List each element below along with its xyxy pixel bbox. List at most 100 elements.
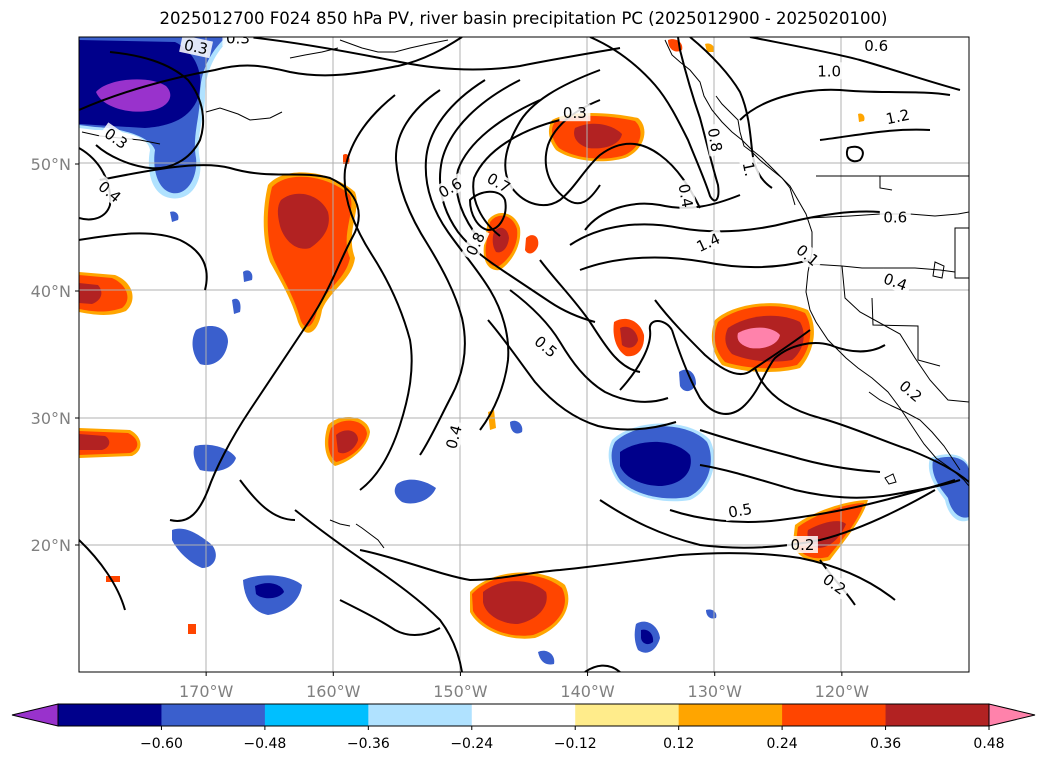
precip-blob-west-dateline	[79, 272, 133, 315]
contour-label-text: 1.	[739, 160, 760, 178]
coastlines	[81, 39, 969, 549]
contour-label-background	[441, 419, 466, 455]
colorbar-bin	[58, 704, 162, 726]
pv-contour-label: 0.6	[879, 208, 911, 226]
precip-blob-subtropical-negative	[608, 423, 715, 502]
colorbar-bin	[575, 704, 680, 726]
pv-contour-label: 0.4	[441, 419, 466, 455]
contour-label-background	[674, 178, 698, 213]
lat-tick-label: 30°N	[31, 409, 71, 428]
contour-label-background	[92, 175, 128, 209]
pv-contour-labels: 0.3 0.3 0.61.01.20.30.40.30.80.41.0.6 0.70.…	[92, 29, 929, 600]
lon-tick-label: 160°W	[306, 682, 361, 701]
map-frame	[78, 36, 970, 673]
precip-blob-gulf-alaska	[548, 113, 645, 162]
colorbar-bin	[264, 704, 369, 726]
colorbar-tick-label: 0.48	[973, 736, 1004, 752]
pv-contour-label: 1.2	[880, 104, 915, 129]
colorbar-outline	[57, 703, 990, 727]
colorbar-bin	[885, 704, 990, 726]
lat-tick-label: 40°N	[31, 282, 71, 301]
pv-contour-label: 0.6	[860, 37, 892, 55]
lat-tick-label: 20°N	[31, 536, 71, 555]
pv-contour-label: 0.3	[179, 36, 214, 59]
colorbar-extend-high	[988, 703, 1036, 727]
colorbar-bin	[678, 704, 783, 726]
pv-contour-label: 0.2	[786, 536, 818, 554]
latitude-tick-labels: 50°N 40°N 30°N 20°N	[31, 155, 79, 555]
colorbar-tick-label: −0.60	[140, 736, 183, 752]
precip-blob-aleutian-negative	[79, 37, 232, 199]
pv-contour-label: 0.4	[674, 178, 698, 213]
precip-blob-mexico-negative	[928, 454, 969, 522]
lon-tick-label: 140°W	[560, 682, 615, 701]
pv-contour-label: 0.3	[559, 104, 591, 122]
colorbar-bin	[161, 704, 266, 726]
contour-label-text: 0.6	[883, 208, 907, 226]
contour-label-background	[738, 156, 761, 182]
contour-label-background	[723, 499, 757, 522]
contour-label-background	[786, 536, 818, 553]
contour-label-background	[879, 208, 911, 226]
pv-contour-label: 0.5	[723, 499, 757, 522]
pv-contours	[79, 37, 969, 672]
lat-tick-label: 50°N	[31, 155, 71, 174]
map-plot-area: 0.3 0.3 0.61.01.20.30.40.30.80.41.0.6 0.70.…	[79, 29, 969, 672]
colorbar-bin	[782, 704, 887, 726]
contour-label-text: 0.3	[226, 29, 250, 47]
colorbar-tick-label: 0.12	[663, 736, 694, 752]
contour-label-text: 0.8	[704, 127, 726, 154]
contour-label-background	[559, 104, 591, 122]
contour-label-background	[98, 122, 134, 155]
contour-label-text: 1.0	[817, 62, 841, 80]
plot-background	[79, 37, 969, 672]
contour-label-background	[690, 228, 726, 257]
precip-small-patches	[79, 39, 865, 665]
lon-tick-label: 130°W	[688, 682, 743, 701]
lon-tick-label: 170°W	[179, 682, 234, 701]
contour-label-text: 0.4	[675, 182, 697, 209]
contour-label-text: 0.5	[727, 500, 754, 522]
contour-label-background	[816, 568, 853, 600]
contour-label-text: 0.2	[791, 536, 815, 554]
colorbar-bin	[368, 704, 473, 726]
pv-contour-label: 0.3	[222, 29, 254, 47]
contour-label-background	[528, 330, 564, 363]
contour-label-background	[432, 172, 468, 203]
contour-label-background	[877, 268, 913, 295]
contour-label-text: 0.4	[442, 423, 466, 451]
colorbar-tick-label: −0.36	[347, 736, 390, 752]
gridlines	[79, 37, 969, 672]
contour-label-background	[704, 123, 727, 157]
contour-label-text: 0.3	[563, 104, 587, 122]
colorbar-bin	[471, 704, 576, 726]
colorbar-tick-label: −0.12	[554, 736, 597, 752]
lon-tick-label: 120°W	[815, 682, 870, 701]
colorbar-tick-label: 0.24	[767, 736, 798, 752]
longitude-tick-labels: 170°W 160°W 150°W 140°W 130°W 120°W	[179, 672, 869, 701]
contour-label-background	[460, 226, 490, 262]
contour-label-background	[813, 62, 845, 80]
contour-label-background	[222, 37, 254, 47]
pv-contour-label: 1.0	[813, 62, 845, 80]
precip-blob-california	[613, 303, 814, 372]
pv-contour-label: 1.	[738, 156, 761, 182]
colorbar-tick-label: −0.48	[243, 736, 286, 752]
colorbar-tick-label: −0.24	[450, 736, 493, 752]
lon-tick-label: 150°W	[433, 682, 488, 701]
contour-label-background	[179, 37, 214, 59]
contour-label-background	[880, 104, 915, 129]
contour-label-background	[893, 374, 929, 408]
map-title: 2025012700 F024 850 hPa PV, river basin …	[159, 9, 888, 28]
colorbar: −0.60 −0.48 −0.36 −0.24 −0.12 0.12 0.24 0.36 0.4…	[11, 703, 1036, 752]
colorbar-extend-low	[11, 703, 59, 727]
precip-blob-south-central	[470, 572, 569, 639]
contour-label-text: 1.2	[884, 106, 911, 129]
contour-label-text: 0.3	[182, 36, 209, 59]
pv-contour-label: 0.8	[704, 123, 727, 157]
contour-label-text: 0.6	[864, 37, 888, 55]
contour-label-background	[860, 37, 892, 54]
pv-contour-label: 0.8	[460, 226, 490, 262]
contour-label-background	[481, 167, 517, 198]
